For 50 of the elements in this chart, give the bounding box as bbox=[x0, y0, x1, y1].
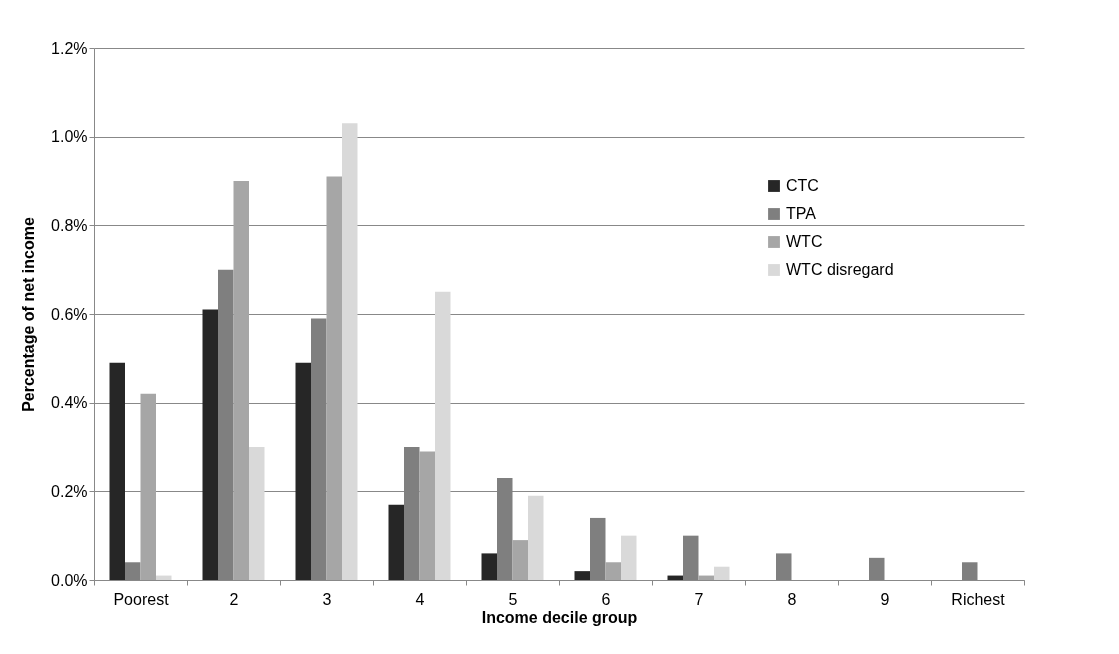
bar bbox=[218, 269, 234, 580]
x-axis-title: Income decile group bbox=[481, 608, 638, 626]
y-tick-label: 0.2% bbox=[51, 482, 88, 500]
bar bbox=[326, 176, 342, 580]
bar bbox=[342, 123, 358, 580]
bar bbox=[605, 562, 621, 580]
bar bbox=[512, 540, 528, 580]
bar bbox=[435, 291, 451, 580]
y-tick-label: 1.0% bbox=[51, 128, 88, 146]
y-tick-label: 0.6% bbox=[51, 305, 88, 323]
bar bbox=[311, 318, 327, 580]
x-tick-label: Poorest bbox=[113, 590, 170, 608]
bar bbox=[249, 447, 265, 580]
x-tick-label: 7 bbox=[694, 590, 704, 608]
y-axis-title: Percentage of net income bbox=[20, 217, 38, 412]
bar bbox=[574, 571, 590, 580]
x-tick-label: 5 bbox=[508, 590, 518, 608]
bar bbox=[140, 393, 156, 580]
bar bbox=[156, 575, 172, 580]
legend-label: WTC bbox=[786, 233, 823, 250]
bar bbox=[590, 517, 606, 580]
bar bbox=[714, 566, 730, 580]
x-tick-label: 2 bbox=[229, 590, 239, 608]
x-tick-label: 8 bbox=[787, 590, 797, 608]
x-tick-label: 3 bbox=[322, 590, 332, 608]
x-tick-label: Richest bbox=[951, 590, 1006, 608]
bar bbox=[528, 495, 544, 580]
bar bbox=[419, 451, 435, 580]
bar bbox=[776, 553, 792, 580]
x-tick-label: 9 bbox=[880, 590, 890, 608]
bar bbox=[109, 362, 125, 580]
bar bbox=[481, 553, 497, 580]
legend-label: WTC disregard bbox=[786, 261, 894, 278]
y-tick-label: 0.0% bbox=[51, 571, 88, 589]
x-tick-label: 4 bbox=[415, 590, 425, 608]
legend-label: CTC bbox=[786, 177, 819, 194]
bar bbox=[233, 181, 249, 580]
y-tick-label: 1.2% bbox=[51, 39, 88, 57]
y-tick-label: 0.4% bbox=[51, 394, 88, 412]
bar bbox=[125, 562, 141, 580]
bar bbox=[202, 309, 218, 580]
y-tick-label: 0.8% bbox=[51, 216, 88, 234]
bar bbox=[683, 535, 699, 580]
legend-label: TPA bbox=[786, 205, 817, 222]
bar bbox=[295, 362, 311, 580]
bar bbox=[388, 504, 404, 580]
bar bbox=[962, 562, 978, 580]
bar bbox=[869, 557, 885, 580]
bar bbox=[621, 535, 637, 580]
x-tick-label: 6 bbox=[601, 590, 611, 608]
